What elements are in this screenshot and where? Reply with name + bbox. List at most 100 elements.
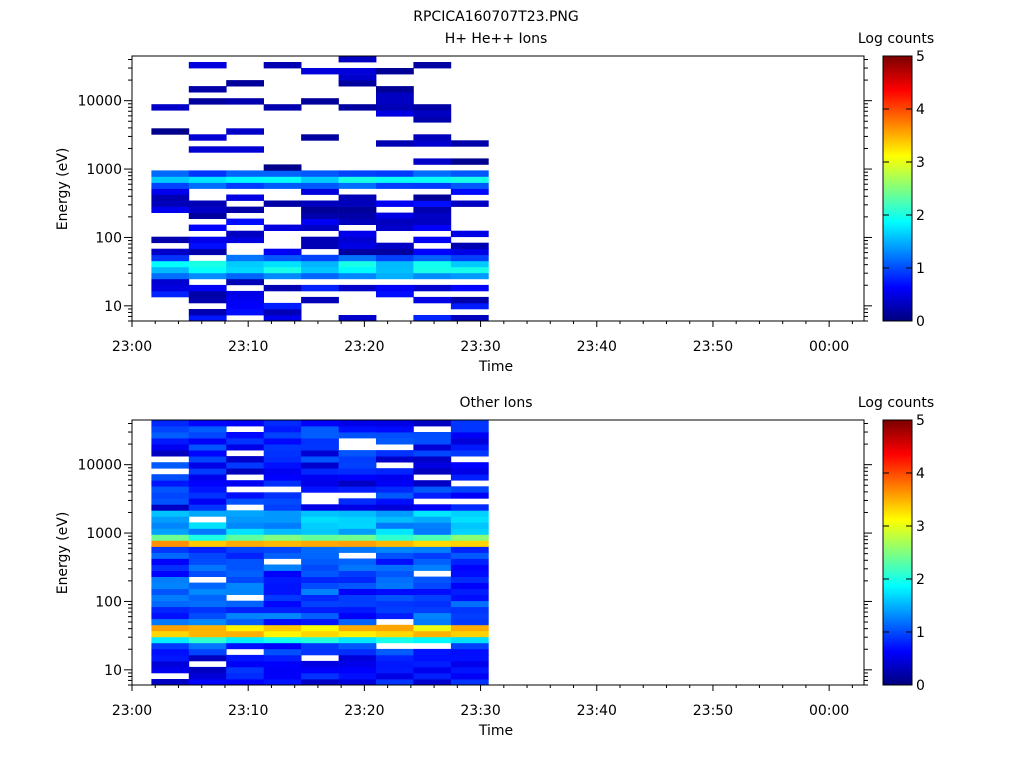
heatmap-cell (151, 474, 190, 481)
heatmap-cell (450, 516, 489, 523)
colorbar-step (883, 596, 912, 600)
colorbar-step (883, 560, 912, 563)
y-tick-label: 10000 (77, 458, 122, 474)
heatmap-cell (301, 438, 339, 445)
colorbar-step (883, 144, 912, 147)
heatmap-cell (413, 218, 452, 225)
heatmap-cell (263, 504, 302, 511)
colorbar-step (883, 104, 912, 107)
heatmap-cell (301, 170, 339, 177)
colorbar-step (883, 606, 912, 610)
heatmap-cell (226, 673, 264, 680)
colorbar-step (883, 200, 912, 203)
colorbar-step (883, 312, 912, 316)
heatmap-cell (450, 612, 489, 620)
heatmap-cell (413, 630, 452, 638)
colorbar-step (883, 62, 912, 65)
heatmap-cell (151, 284, 190, 292)
colorbar-step (883, 584, 912, 588)
colorbar-step (883, 150, 912, 153)
colorbar-step (883, 610, 912, 614)
heatmap-cell (450, 170, 489, 177)
heatmap-cell (413, 582, 452, 589)
heatmap-cell (413, 456, 452, 463)
colorbar-step (883, 474, 912, 477)
heatmap-cell (376, 248, 414, 256)
heatmap-cell (263, 284, 302, 292)
heatmap-cell (450, 570, 489, 577)
heatmap-cell (226, 480, 264, 487)
heatmap-cell (151, 636, 190, 644)
heatmap-cell (263, 540, 302, 547)
colorbar-step (883, 306, 912, 310)
heatmap-cell (413, 62, 452, 69)
heatmap-cell (301, 618, 339, 626)
heatmap-cell (301, 540, 339, 547)
colorbar-step (883, 616, 912, 620)
heatmap-cell (226, 309, 264, 316)
colorbar-step (883, 188, 912, 191)
heatmap-cell (188, 498, 227, 505)
heatmap-cell (338, 212, 377, 219)
heatmap-cell (263, 654, 302, 662)
heatmap-cell (450, 176, 489, 183)
heatmap-cell (338, 498, 377, 505)
heatmap-cell (151, 534, 190, 541)
colorbar-step (883, 182, 912, 185)
heatmap-cell (301, 468, 339, 475)
colorbar-step (883, 454, 912, 457)
heatmap-cell (188, 492, 227, 499)
colorbar-step (883, 66, 912, 69)
colorbar-step (883, 470, 912, 473)
heatmap-cell (338, 236, 377, 244)
heatmap-cell (301, 134, 339, 141)
heatmap-cell (301, 426, 339, 433)
heatmap-cell (263, 474, 302, 481)
heatmap-cell (338, 534, 377, 541)
heatmap-cell (338, 612, 377, 620)
heatmap-cell (151, 266, 190, 274)
heatmap-cell (338, 176, 377, 183)
colorbar-step (883, 680, 912, 684)
colorbar-tick-label: 5 (916, 49, 925, 65)
heatmap-cell (450, 266, 489, 274)
heatmap-cell (226, 510, 264, 517)
colorbar-step (883, 638, 912, 642)
colorbar-step (883, 504, 912, 507)
colorbar-step (883, 452, 912, 455)
heatmap-cell (450, 540, 489, 547)
colorbar-step (883, 282, 912, 286)
heatmap-cell (450, 272, 489, 280)
heatmap-cell (263, 679, 302, 686)
heatmap-cell (338, 194, 377, 201)
heatmap-cell (263, 170, 302, 177)
colorbar-step (883, 270, 912, 274)
colorbar-step (883, 586, 912, 590)
heatmap-cell (151, 236, 190, 244)
colorbar-step (883, 318, 912, 322)
heatmap-cell (226, 296, 264, 304)
heatmap-cell (226, 146, 264, 153)
heatmap-cell (301, 212, 339, 219)
heatmap-cell (188, 420, 227, 427)
colorbar-step (883, 444, 912, 447)
heatmap-cell (338, 510, 377, 517)
x-axis: 23:00 23:10 23:20 23:30 23:40 23:50 00:00 (112, 321, 853, 355)
heatmap-cell (188, 438, 227, 445)
heatmap-cell (151, 679, 190, 686)
heatmap-cell (376, 516, 414, 523)
heatmap-cell (151, 516, 190, 523)
heatmap-cell (263, 248, 302, 256)
colorbar-step (883, 430, 912, 433)
heatmap-cell (450, 666, 489, 674)
heatmap-cell (413, 660, 452, 668)
heatmap-cell (301, 450, 339, 457)
colorbar-step (883, 290, 912, 294)
heatmap-cell (413, 679, 452, 686)
heatmap-cell (413, 540, 452, 547)
heatmap-cell (188, 290, 227, 298)
heatmap-cell (301, 296, 339, 304)
heatmap-cell (450, 420, 489, 427)
heatmap-cell (263, 516, 302, 523)
